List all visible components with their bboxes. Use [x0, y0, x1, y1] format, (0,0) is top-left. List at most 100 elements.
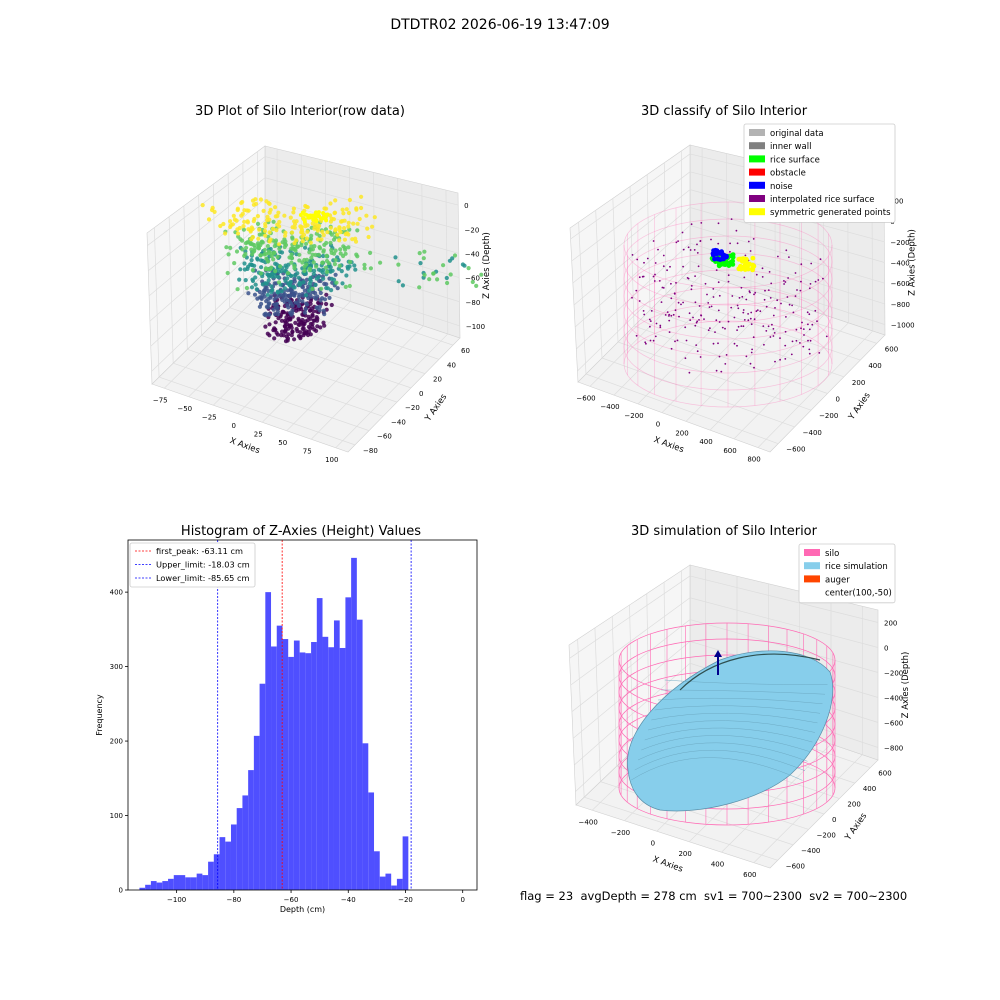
interpolated-point — [688, 371, 691, 374]
interpolated-point — [666, 311, 669, 313]
inner-wall-ring — [623, 252, 833, 340]
histogram-bar — [282, 639, 289, 890]
raw-point — [257, 232, 262, 237]
raw-point — [304, 277, 310, 282]
interpolated-point — [730, 218, 733, 221]
raw-point — [257, 227, 262, 232]
raw-point — [303, 203, 308, 209]
raw-point — [321, 233, 326, 238]
histogram-bar — [225, 841, 231, 890]
interpolated-point — [791, 340, 794, 343]
noise-point — [711, 248, 716, 254]
interpolated-point — [784, 330, 787, 333]
raw-point — [325, 230, 330, 235]
interpolated-point — [675, 241, 678, 244]
raw-point — [333, 272, 338, 277]
raw-point — [288, 215, 293, 220]
raw-point — [253, 275, 258, 280]
raw-point — [242, 261, 247, 266]
raw-point — [275, 289, 280, 294]
panel3-title: Histogram of Z-Axies (Height) Values — [180, 524, 422, 539]
raw-point — [315, 237, 321, 242]
rice-mesh-line — [634, 749, 806, 772]
interpolated-point — [721, 326, 724, 329]
x-tick-label: −100 — [167, 896, 186, 904]
x-tick-label: 0 — [651, 839, 655, 847]
interpolated-point — [642, 310, 645, 312]
interpolated-point — [742, 325, 745, 328]
raw-point — [273, 295, 279, 300]
raw-point — [273, 312, 278, 317]
raw-point — [328, 225, 333, 230]
raw-point — [333, 198, 338, 203]
interpolated-point — [699, 240, 702, 243]
simulation-legend-swatch — [804, 562, 820, 570]
interpolated-point — [700, 222, 703, 224]
simulation-legend-swatch — [804, 549, 820, 556]
histogram-bar — [351, 557, 357, 890]
interpolated-point — [729, 250, 731, 253]
z-gridline — [570, 597, 691, 686]
raw-point — [332, 210, 338, 215]
histogram-bar — [156, 882, 163, 890]
interpolated-point — [696, 350, 699, 353]
z-gridline — [572, 189, 691, 284]
interpolated-point — [698, 319, 700, 321]
x-tick-label: 400 — [699, 438, 712, 446]
raw-point — [338, 247, 343, 252]
raw-point — [272, 250, 277, 255]
rice-surface-point — [728, 259, 734, 265]
z-tick-label: −200 — [890, 239, 909, 247]
interpolated-point — [776, 299, 779, 302]
interpolated-point — [717, 281, 720, 284]
raw-point — [304, 257, 309, 262]
interpolated-point — [794, 272, 797, 274]
histogram-bar — [196, 873, 203, 890]
raw-point — [331, 237, 337, 242]
z-tick-label: 200 — [890, 197, 903, 205]
interpolated-point — [753, 366, 755, 369]
interpolated-point — [680, 303, 682, 306]
rice-mesh-line — [657, 697, 823, 705]
symmetric-point — [739, 259, 745, 264]
interpolated-point — [744, 254, 747, 257]
raw-point — [291, 291, 296, 297]
raw-point — [359, 194, 364, 199]
interpolated-point — [792, 311, 795, 314]
y-gridline — [681, 277, 877, 344]
interpolated-point — [681, 231, 684, 234]
raw-point-top — [320, 216, 325, 221]
symmetric-point — [750, 255, 756, 261]
raw-point — [266, 272, 271, 277]
raw-point — [292, 219, 297, 224]
rice-mesh-line — [651, 712, 818, 724]
y-gridline — [600, 781, 794, 846]
raw-point — [266, 251, 271, 256]
z-gridline — [573, 207, 691, 306]
raw-point — [281, 309, 286, 314]
raw-point — [240, 238, 245, 243]
y-gridline — [229, 307, 426, 374]
raw-point — [284, 265, 289, 270]
interpolated-point — [682, 248, 685, 251]
histogram-bar — [185, 877, 191, 890]
y-tick-label: 400 — [863, 785, 876, 793]
interpolated-point — [653, 280, 656, 282]
raw-point — [303, 245, 308, 250]
raw-point — [320, 296, 325, 301]
interpolated-point — [785, 249, 788, 252]
interpolated-point — [675, 282, 677, 284]
y-tick-label: 200 — [852, 379, 865, 387]
raw-point — [253, 201, 259, 206]
raw-point — [267, 230, 272, 235]
y-gridline — [633, 325, 828, 394]
y-gridline — [646, 593, 650, 735]
interpolated-point — [768, 271, 771, 273]
raw-point — [316, 267, 321, 272]
z-tick-label: −60 — [465, 275, 480, 283]
raw-point — [315, 318, 320, 323]
interpolated-point — [698, 305, 701, 307]
raw-point — [283, 230, 288, 235]
raw-point — [294, 326, 299, 332]
raw-point — [314, 264, 319, 269]
